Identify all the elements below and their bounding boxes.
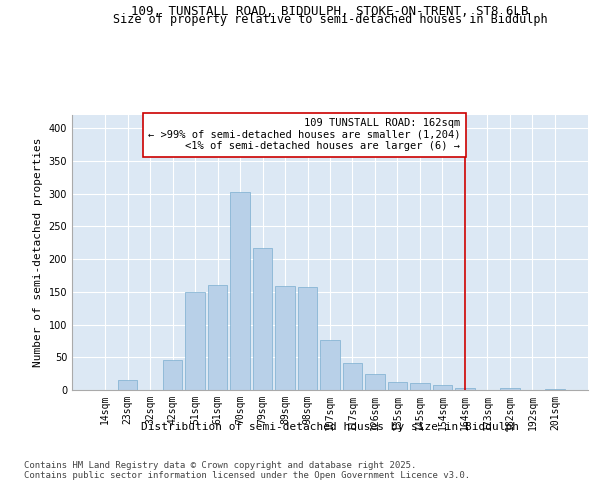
- Text: 109 TUNSTALL ROAD: 162sqm
← >99% of semi-detached houses are smaller (1,204)
<1%: 109 TUNSTALL ROAD: 162sqm ← >99% of semi…: [148, 118, 460, 152]
- Bar: [275, 286, 295, 390]
- Bar: [320, 340, 340, 390]
- Text: Distribution of semi-detached houses by size in Biddulph: Distribution of semi-detached houses by …: [141, 422, 519, 432]
- Bar: [433, 385, 452, 390]
- Bar: [230, 192, 250, 390]
- Bar: [118, 380, 137, 390]
- Text: Size of property relative to semi-detached houses in Biddulph: Size of property relative to semi-detach…: [113, 12, 547, 26]
- Bar: [185, 292, 205, 390]
- Bar: [253, 248, 272, 390]
- Bar: [545, 388, 565, 390]
- Y-axis label: Number of semi-detached properties: Number of semi-detached properties: [33, 138, 43, 367]
- Bar: [500, 388, 520, 390]
- Bar: [343, 363, 362, 390]
- Bar: [298, 287, 317, 390]
- Bar: [365, 374, 385, 390]
- Bar: [388, 382, 407, 390]
- Text: 109, TUNSTALL ROAD, BIDDULPH, STOKE-ON-TRENT, ST8 6LB: 109, TUNSTALL ROAD, BIDDULPH, STOKE-ON-T…: [131, 5, 529, 18]
- Bar: [163, 360, 182, 390]
- Bar: [208, 285, 227, 390]
- Bar: [455, 388, 475, 390]
- Text: Contains HM Land Registry data © Crown copyright and database right 2025.
Contai: Contains HM Land Registry data © Crown c…: [24, 460, 470, 480]
- Bar: [410, 384, 430, 390]
